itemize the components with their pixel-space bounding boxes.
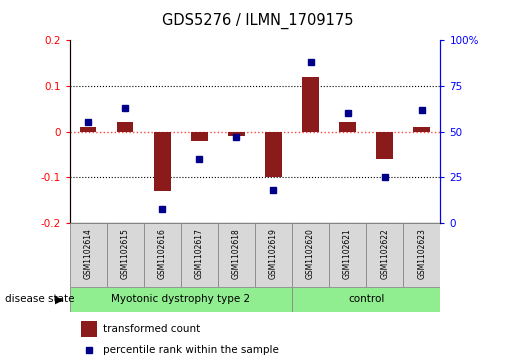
FancyBboxPatch shape xyxy=(329,223,366,287)
Text: transformed count: transformed count xyxy=(103,324,200,334)
Bar xyxy=(154,132,170,191)
Text: GSM1102616: GSM1102616 xyxy=(158,228,167,279)
FancyBboxPatch shape xyxy=(70,223,107,287)
Text: percentile rank within the sample: percentile rank within the sample xyxy=(103,345,279,355)
FancyBboxPatch shape xyxy=(255,223,292,287)
FancyBboxPatch shape xyxy=(144,223,181,287)
Bar xyxy=(414,127,430,132)
Text: disease state: disease state xyxy=(5,294,75,305)
FancyBboxPatch shape xyxy=(181,223,218,287)
FancyBboxPatch shape xyxy=(107,223,144,287)
Text: control: control xyxy=(348,294,384,305)
Bar xyxy=(81,322,97,337)
Bar xyxy=(339,122,356,132)
Bar xyxy=(302,77,319,132)
FancyBboxPatch shape xyxy=(403,223,440,287)
Text: GSM1102622: GSM1102622 xyxy=(380,228,389,279)
FancyBboxPatch shape xyxy=(70,287,292,312)
Bar xyxy=(376,132,393,159)
Bar xyxy=(191,132,208,141)
Text: GSM1102618: GSM1102618 xyxy=(232,228,241,279)
Bar xyxy=(265,132,282,178)
Text: GSM1102617: GSM1102617 xyxy=(195,228,204,279)
Text: Myotonic dystrophy type 2: Myotonic dystrophy type 2 xyxy=(111,294,250,305)
Bar xyxy=(228,132,245,136)
Text: GSM1102620: GSM1102620 xyxy=(306,228,315,279)
Bar xyxy=(80,127,96,132)
Text: GSM1102619: GSM1102619 xyxy=(269,228,278,279)
FancyBboxPatch shape xyxy=(218,223,255,287)
FancyBboxPatch shape xyxy=(366,223,403,287)
Text: GSM1102621: GSM1102621 xyxy=(343,228,352,279)
FancyBboxPatch shape xyxy=(292,223,329,287)
Text: ▶: ▶ xyxy=(55,294,63,305)
Text: GSM1102615: GSM1102615 xyxy=(121,228,130,279)
Text: GSM1102623: GSM1102623 xyxy=(417,228,426,279)
Text: GDS5276 / ILMN_1709175: GDS5276 / ILMN_1709175 xyxy=(162,13,353,29)
Bar xyxy=(117,122,133,132)
FancyBboxPatch shape xyxy=(292,287,440,312)
Text: GSM1102614: GSM1102614 xyxy=(83,228,93,279)
